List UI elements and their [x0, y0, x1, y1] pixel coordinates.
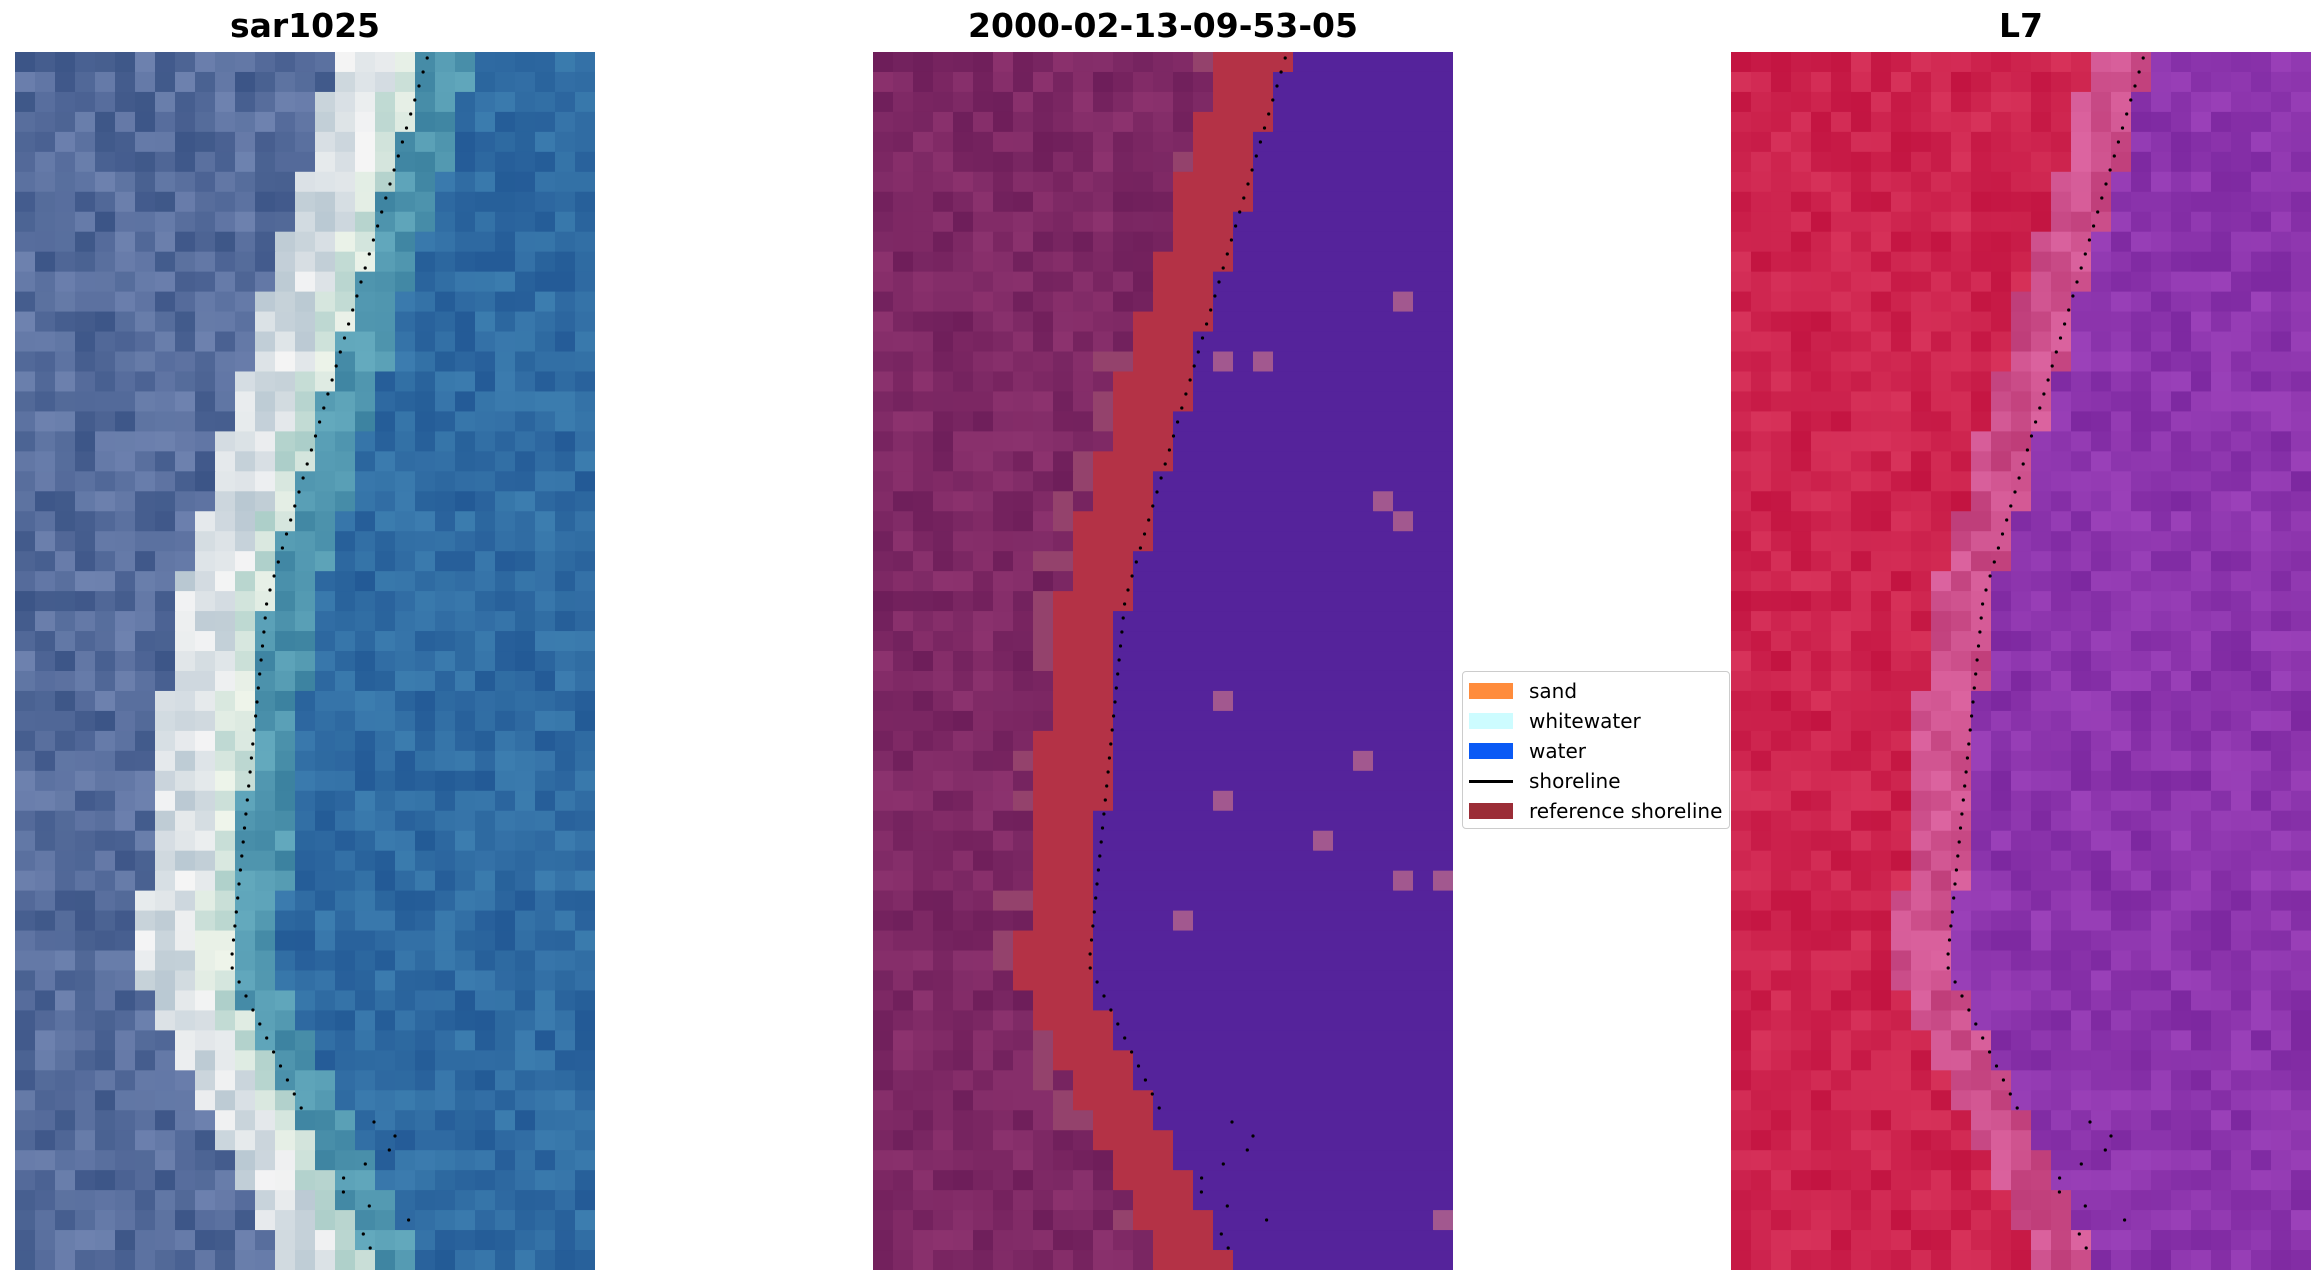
rgb-shoreline-dots — [230, 56, 429, 1250]
legend-item-whitewater: whitewater — [1469, 709, 1641, 733]
legend-item-sand: sand — [1469, 679, 1578, 703]
legend-label-sand: sand — [1529, 679, 1578, 703]
classified-image — [873, 52, 1453, 1270]
legend-label-reference-shoreline: reference shoreline — [1529, 799, 1723, 823]
rgb-image-panel — [15, 52, 595, 1270]
legend-item-water: water — [1469, 739, 1586, 763]
legend: sand whitewater water shoreline referenc… — [1462, 671, 1730, 829]
legend-label-water: water — [1529, 739, 1586, 763]
legend-line-shoreline — [1469, 779, 1513, 783]
panel-title-classified: 2000-02-13-09-53-05 — [968, 6, 1358, 45]
legend-swatch-reference-shoreline — [1469, 803, 1513, 819]
legend-swatch-water — [1469, 743, 1513, 759]
legend-item-shoreline: shoreline — [1469, 769, 1621, 793]
legend-item-reference-shoreline: reference shoreline — [1469, 799, 1723, 823]
water-index-image — [1731, 52, 2311, 1270]
rgb-satellite-image — [15, 52, 595, 1270]
classified-image-panel — [873, 52, 1453, 1270]
index-image-panel — [1731, 52, 2311, 1270]
panel-title-index: L7 — [1999, 6, 2043, 45]
index-shoreline-dots — [1946, 56, 2145, 1250]
panel-title-rgb: sar1025 — [229, 6, 381, 45]
classified-shoreline-dots — [1088, 56, 1287, 1250]
legend-swatch-whitewater — [1469, 713, 1513, 729]
legend-swatch-sand — [1469, 683, 1513, 699]
legend-label-whitewater: whitewater — [1529, 709, 1641, 733]
legend-label-shoreline: shoreline — [1529, 769, 1621, 793]
